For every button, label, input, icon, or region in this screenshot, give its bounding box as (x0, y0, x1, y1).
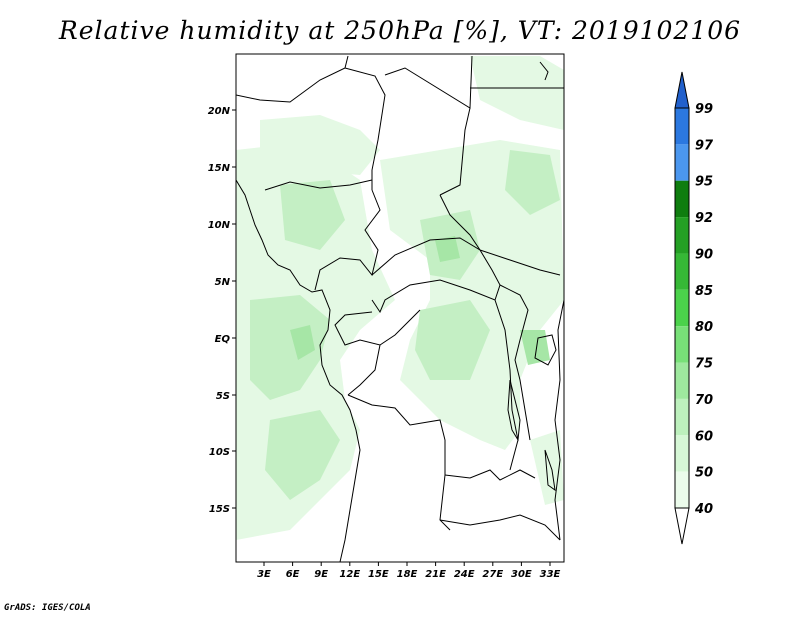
lon-label: 33E (540, 569, 561, 580)
humidity-region-dense-3 (520, 330, 550, 365)
lat-label: 15S (209, 504, 230, 515)
border-drc-east (494, 299, 519, 471)
longitude-axis: 3E 6E 9E 12E 15E 18E 21E 24E 27E 30E 33E (257, 562, 561, 580)
chart-title: Relative humidity at 250hPa [%], VT: 201… (58, 16, 742, 45)
border-north-2 (344, 67, 386, 190)
lon-label: 9E (314, 569, 328, 580)
humidity-region-medium-1 (250, 295, 330, 400)
border-egypt-libya (439, 107, 471, 196)
colorbar-label: 85 (695, 284, 713, 299)
colorbar-segment (675, 398, 689, 436)
lake-malawi (544, 449, 556, 492)
colorbar-segment (675, 217, 689, 254)
lake-tanganyika (507, 379, 521, 442)
lon-label: 12E (339, 569, 360, 580)
colorbar: 99 97 95 92 90 85 80 75 70 60 50 40 (674, 71, 714, 545)
humidity-shading (236, 56, 564, 540)
border-congo (347, 344, 381, 396)
lon-label: 24E (454, 569, 475, 580)
border-zambia (444, 469, 536, 481)
border-south (439, 514, 561, 541)
colorbar-label: 60 (695, 429, 713, 444)
grads-credit: GrADS: IGES/COLA (4, 603, 91, 613)
humidity-region-north (260, 115, 380, 175)
lon-label: 6E (286, 569, 300, 580)
colorbar-label: 92 (695, 211, 713, 226)
humidity-region-northeast (470, 56, 564, 130)
humidity-region-medium-6 (505, 150, 560, 215)
colorbar-label: 90 (695, 247, 713, 262)
humidity-region-dense-2 (435, 236, 460, 262)
colorbar-top-arrow (674, 71, 690, 109)
lon-label: 30E (511, 569, 532, 580)
colorbar-label: 75 (695, 357, 713, 372)
colorbar-label: 97 (695, 138, 714, 153)
border-drc-west (334, 309, 421, 346)
lat-label: 5S (216, 391, 230, 402)
colorbar-label: 80 (695, 320, 713, 335)
border-east-1 (479, 249, 561, 276)
lat-label: 5N (215, 277, 231, 288)
border-north-1 (236, 55, 349, 103)
colorbar-segment (675, 471, 689, 508)
lon-label: 3E (257, 569, 271, 580)
colorbar-segment (675, 108, 689, 145)
border-car (371, 237, 501, 314)
humidity-region-medium-5 (280, 180, 345, 250)
colorbar-segment (675, 435, 689, 472)
colorbar-label: 95 (695, 175, 713, 190)
lon-label: 15E (368, 569, 389, 580)
lon-label: 21E (425, 569, 446, 580)
colorbar-segment (675, 289, 689, 327)
coast-red-sea (539, 61, 549, 81)
humidity-region-dense-1 (290, 325, 315, 360)
colorbar-label: 99 (695, 102, 713, 117)
colorbar-segment (675, 362, 689, 399)
colorbar-label: 50 (695, 466, 713, 481)
border-north-3 (384, 55, 473, 109)
humidity-region-medium-4 (415, 300, 490, 380)
lat-label: 15N (208, 163, 231, 174)
lon-label: 27E (482, 569, 503, 580)
humidity-region-medium-2 (265, 410, 340, 500)
lat-label: 20N (208, 106, 231, 117)
lon-label: 18E (397, 569, 418, 580)
lat-label: EQ (215, 334, 231, 345)
coast-east (554, 299, 564, 541)
lat-label: 10N (208, 220, 231, 231)
colorbar-bottom-arrow (674, 507, 690, 545)
coastline-west (236, 179, 361, 562)
colorbar-segment (675, 253, 689, 290)
lat-label: 10S (209, 447, 230, 458)
lake-victoria (534, 334, 557, 366)
border-sudan-south (439, 194, 481, 251)
border-angola (347, 394, 451, 531)
colorbar-segment (675, 180, 689, 218)
country-borders (236, 55, 564, 562)
border-niger-nigeria (264, 179, 373, 191)
colorbar-label: 70 (695, 393, 713, 408)
latitude-axis: 20N 15N 10N 5N EQ 5S 10S 15S (208, 106, 236, 515)
border-east-2 (499, 284, 531, 441)
colorbar-label: 40 (694, 502, 713, 517)
map-frame (235, 53, 565, 563)
colorbar-segment (675, 144, 689, 181)
colorbar-segment (675, 326, 689, 363)
